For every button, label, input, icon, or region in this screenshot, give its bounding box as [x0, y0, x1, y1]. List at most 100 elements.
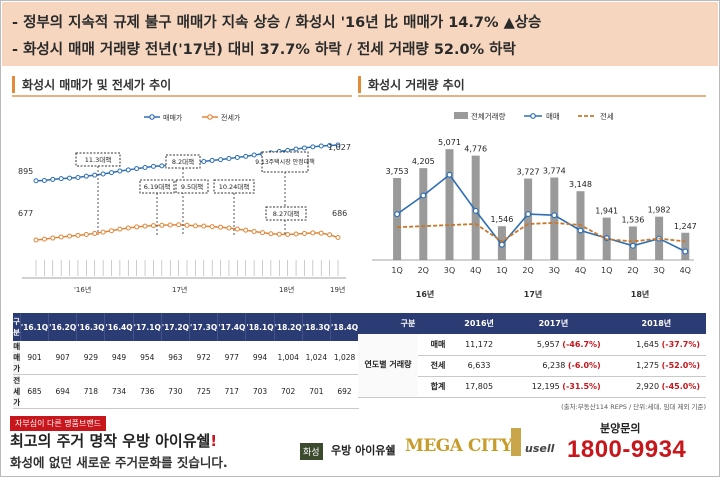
- inquiry-label: 분양문의: [600, 422, 641, 435]
- series-point: [218, 224, 224, 230]
- price-header-quarter: '16.2Q: [48, 313, 78, 341]
- year-label-16: '16년: [74, 285, 91, 294]
- headline-line-2: - 화성시 매매 거래량 전년('17년) 대비 37.7% 하락 / 전세 거…: [12, 42, 516, 58]
- quarter-label: 3Q: [549, 266, 560, 275]
- series-point: [159, 222, 165, 228]
- series-point: [209, 224, 215, 230]
- series-point: [327, 143, 333, 148]
- series-point: [67, 175, 73, 181]
- series-point: [100, 171, 106, 177]
- volume-bar: [524, 178, 533, 260]
- bar-value-label: 3,753: [386, 167, 409, 176]
- legend-jeonse-label: 전세가: [221, 113, 241, 122]
- series-point: [318, 143, 324, 149]
- price-cell: 949: [104, 341, 134, 375]
- price-header-quarter: '17.2Q: [161, 313, 191, 341]
- sale-volume-point: [551, 212, 558, 219]
- bar-value-label: 4,205: [412, 157, 435, 166]
- volume-row-label: 전세: [418, 355, 458, 377]
- price-table-header: 구분 '16.1Q '16.2Q '16.3Q '16.4Q '17.1Q '17.2Q '1…: [13, 313, 360, 341]
- bar-value-label: 5,071: [438, 138, 461, 147]
- year-label-18: 18년: [279, 285, 294, 294]
- price-header-quarter: '16.3Q: [76, 313, 106, 341]
- volume-year-16: 16년: [416, 289, 435, 299]
- sale-last-label: 1,027: [328, 143, 351, 152]
- volume-row-label: 매매: [418, 334, 458, 356]
- series-point: [268, 231, 274, 237]
- sale-volume-point: [525, 211, 532, 218]
- inquiry-phone[interactable]: 1800-9934: [567, 436, 687, 463]
- price-cell: 929: [76, 341, 105, 375]
- volume-header-2016: 2016년: [458, 313, 501, 334]
- price-row-label: 매매가: [13, 341, 21, 375]
- price-row-label: 전세가: [13, 374, 21, 409]
- series-point: [41, 236, 47, 242]
- volume-header-category: 구분: [358, 313, 458, 334]
- sale-volume-point: [394, 211, 401, 218]
- data-source-note: (출처:부동산114 REPS / 단위:세대, 임대 제외 기준): [561, 403, 706, 411]
- price-cell: 907: [48, 341, 77, 375]
- series-point: [58, 234, 64, 240]
- annotation-11-3: 11.3대책: [85, 155, 111, 164]
- price-cell: 685: [20, 374, 49, 409]
- price-header-quarter: '18.1Q: [245, 313, 275, 341]
- series-point: [159, 163, 165, 169]
- bar-value-label: 4,776: [464, 145, 487, 154]
- annotation-8-2: 8.2대책: [172, 157, 194, 166]
- price-cell: 694: [48, 374, 77, 409]
- series-point: [335, 142, 341, 148]
- bar-value-label: 1,546: [490, 215, 513, 224]
- volume-cell: 2,920 (-45.0%): [606, 376, 706, 398]
- series-point: [301, 145, 307, 151]
- legend-total-label: 전체거래량: [471, 111, 506, 121]
- price-cell: 736: [133, 374, 162, 409]
- series-point: [201, 159, 207, 165]
- series-point: [33, 178, 39, 184]
- series-point: [184, 222, 190, 228]
- series-point: [201, 223, 207, 229]
- series-point: [50, 235, 56, 241]
- price-cell: 963: [161, 341, 190, 375]
- price-cell: 734: [104, 374, 134, 409]
- series-point: [58, 176, 64, 182]
- series-point: [293, 146, 299, 152]
- volume-row-total: 합계 17,805 12,195 (-31.5%) 2,920 (-45.0%): [358, 376, 706, 398]
- series-point: [83, 173, 89, 179]
- price-header-quarter: '17.4Q: [217, 313, 247, 341]
- price-cell: 972: [189, 341, 218, 375]
- series-point: [285, 232, 291, 238]
- volume-row-jeonse: 전세 6,633 6,238 (-6.0%) 1,275 (-52.0%): [358, 355, 706, 377]
- series-point: [251, 229, 257, 235]
- price-cell: 901: [20, 341, 49, 375]
- sale-volume-point: [446, 171, 453, 178]
- jeonse-volume-line: [397, 221, 686, 243]
- price-cell: 725: [189, 374, 218, 409]
- volume-group-label: 연도별 거래량: [358, 334, 418, 398]
- series-point: [134, 224, 140, 230]
- series-point: [142, 164, 148, 170]
- series-point: [226, 225, 232, 231]
- legend-sale-volume-label: 매매: [546, 112, 560, 121]
- series-point: [41, 178, 47, 184]
- sale-volume-point: [682, 248, 689, 255]
- mega-city-logo: MEGA CITY: [405, 436, 513, 456]
- price-cell: 954: [133, 341, 162, 375]
- price-table: 구분 '16.1Q '16.2Q '16.3Q '16.4Q '17.1Q '17.2Q '1…: [13, 313, 360, 409]
- series-point: [301, 230, 307, 236]
- price-header-quarter: '18.4Q: [330, 313, 360, 341]
- price-header-quarter: '17.3Q: [189, 313, 219, 341]
- volume-bar: [419, 168, 428, 260]
- volume-bar: [393, 177, 402, 260]
- volume-row-label: 합계: [418, 376, 458, 398]
- bar-value-label: 3,727: [517, 168, 540, 177]
- volume-bar: [550, 177, 559, 260]
- price-header-quarter: '17.1Q: [133, 313, 162, 341]
- series-point: [176, 222, 182, 228]
- sale-volume-point: [498, 241, 505, 248]
- series-point: [251, 152, 257, 158]
- price-cell: 703: [245, 374, 275, 409]
- price-cell: 702: [274, 374, 303, 409]
- price-cell: 1,024: [302, 341, 331, 375]
- series-point: [142, 223, 148, 229]
- series-point: [50, 176, 56, 182]
